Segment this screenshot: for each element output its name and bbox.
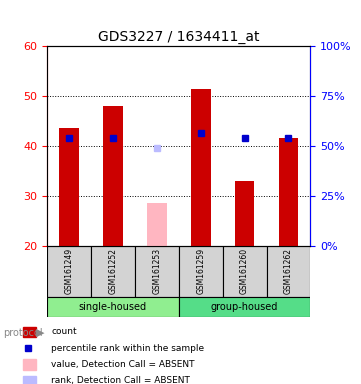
Text: GSM161260: GSM161260 — [240, 248, 249, 295]
Bar — [23, 376, 36, 384]
Text: value, Detection Call = ABSENT: value, Detection Call = ABSENT — [51, 360, 195, 369]
Bar — [23, 359, 36, 370]
Bar — [59, 128, 79, 246]
Bar — [179, 297, 310, 317]
Bar — [266, 246, 310, 297]
Bar — [223, 246, 266, 297]
Bar — [279, 138, 299, 246]
Bar — [47, 246, 91, 297]
Bar — [147, 204, 167, 246]
Text: ▶: ▶ — [36, 328, 45, 338]
Bar — [91, 246, 135, 297]
Text: GSM161259: GSM161259 — [196, 248, 205, 295]
Bar — [103, 106, 123, 246]
Bar — [23, 326, 36, 337]
Bar — [235, 181, 255, 246]
Title: GDS3227 / 1634411_at: GDS3227 / 1634411_at — [98, 30, 260, 44]
Text: GSM161249: GSM161249 — [64, 248, 73, 295]
Bar — [191, 88, 210, 246]
Text: percentile rank within the sample: percentile rank within the sample — [51, 344, 204, 353]
Text: GSM161252: GSM161252 — [108, 248, 117, 294]
Text: GSM161262: GSM161262 — [284, 248, 293, 294]
Text: protocol: protocol — [4, 328, 43, 338]
Text: GSM161253: GSM161253 — [152, 248, 161, 295]
Bar — [135, 246, 179, 297]
Bar — [47, 297, 179, 317]
Text: single-housed: single-housed — [79, 302, 147, 312]
Text: rank, Detection Call = ABSENT: rank, Detection Call = ABSENT — [51, 376, 190, 384]
Bar — [179, 246, 223, 297]
Text: group-housed: group-housed — [211, 302, 278, 312]
Text: count: count — [51, 327, 77, 336]
